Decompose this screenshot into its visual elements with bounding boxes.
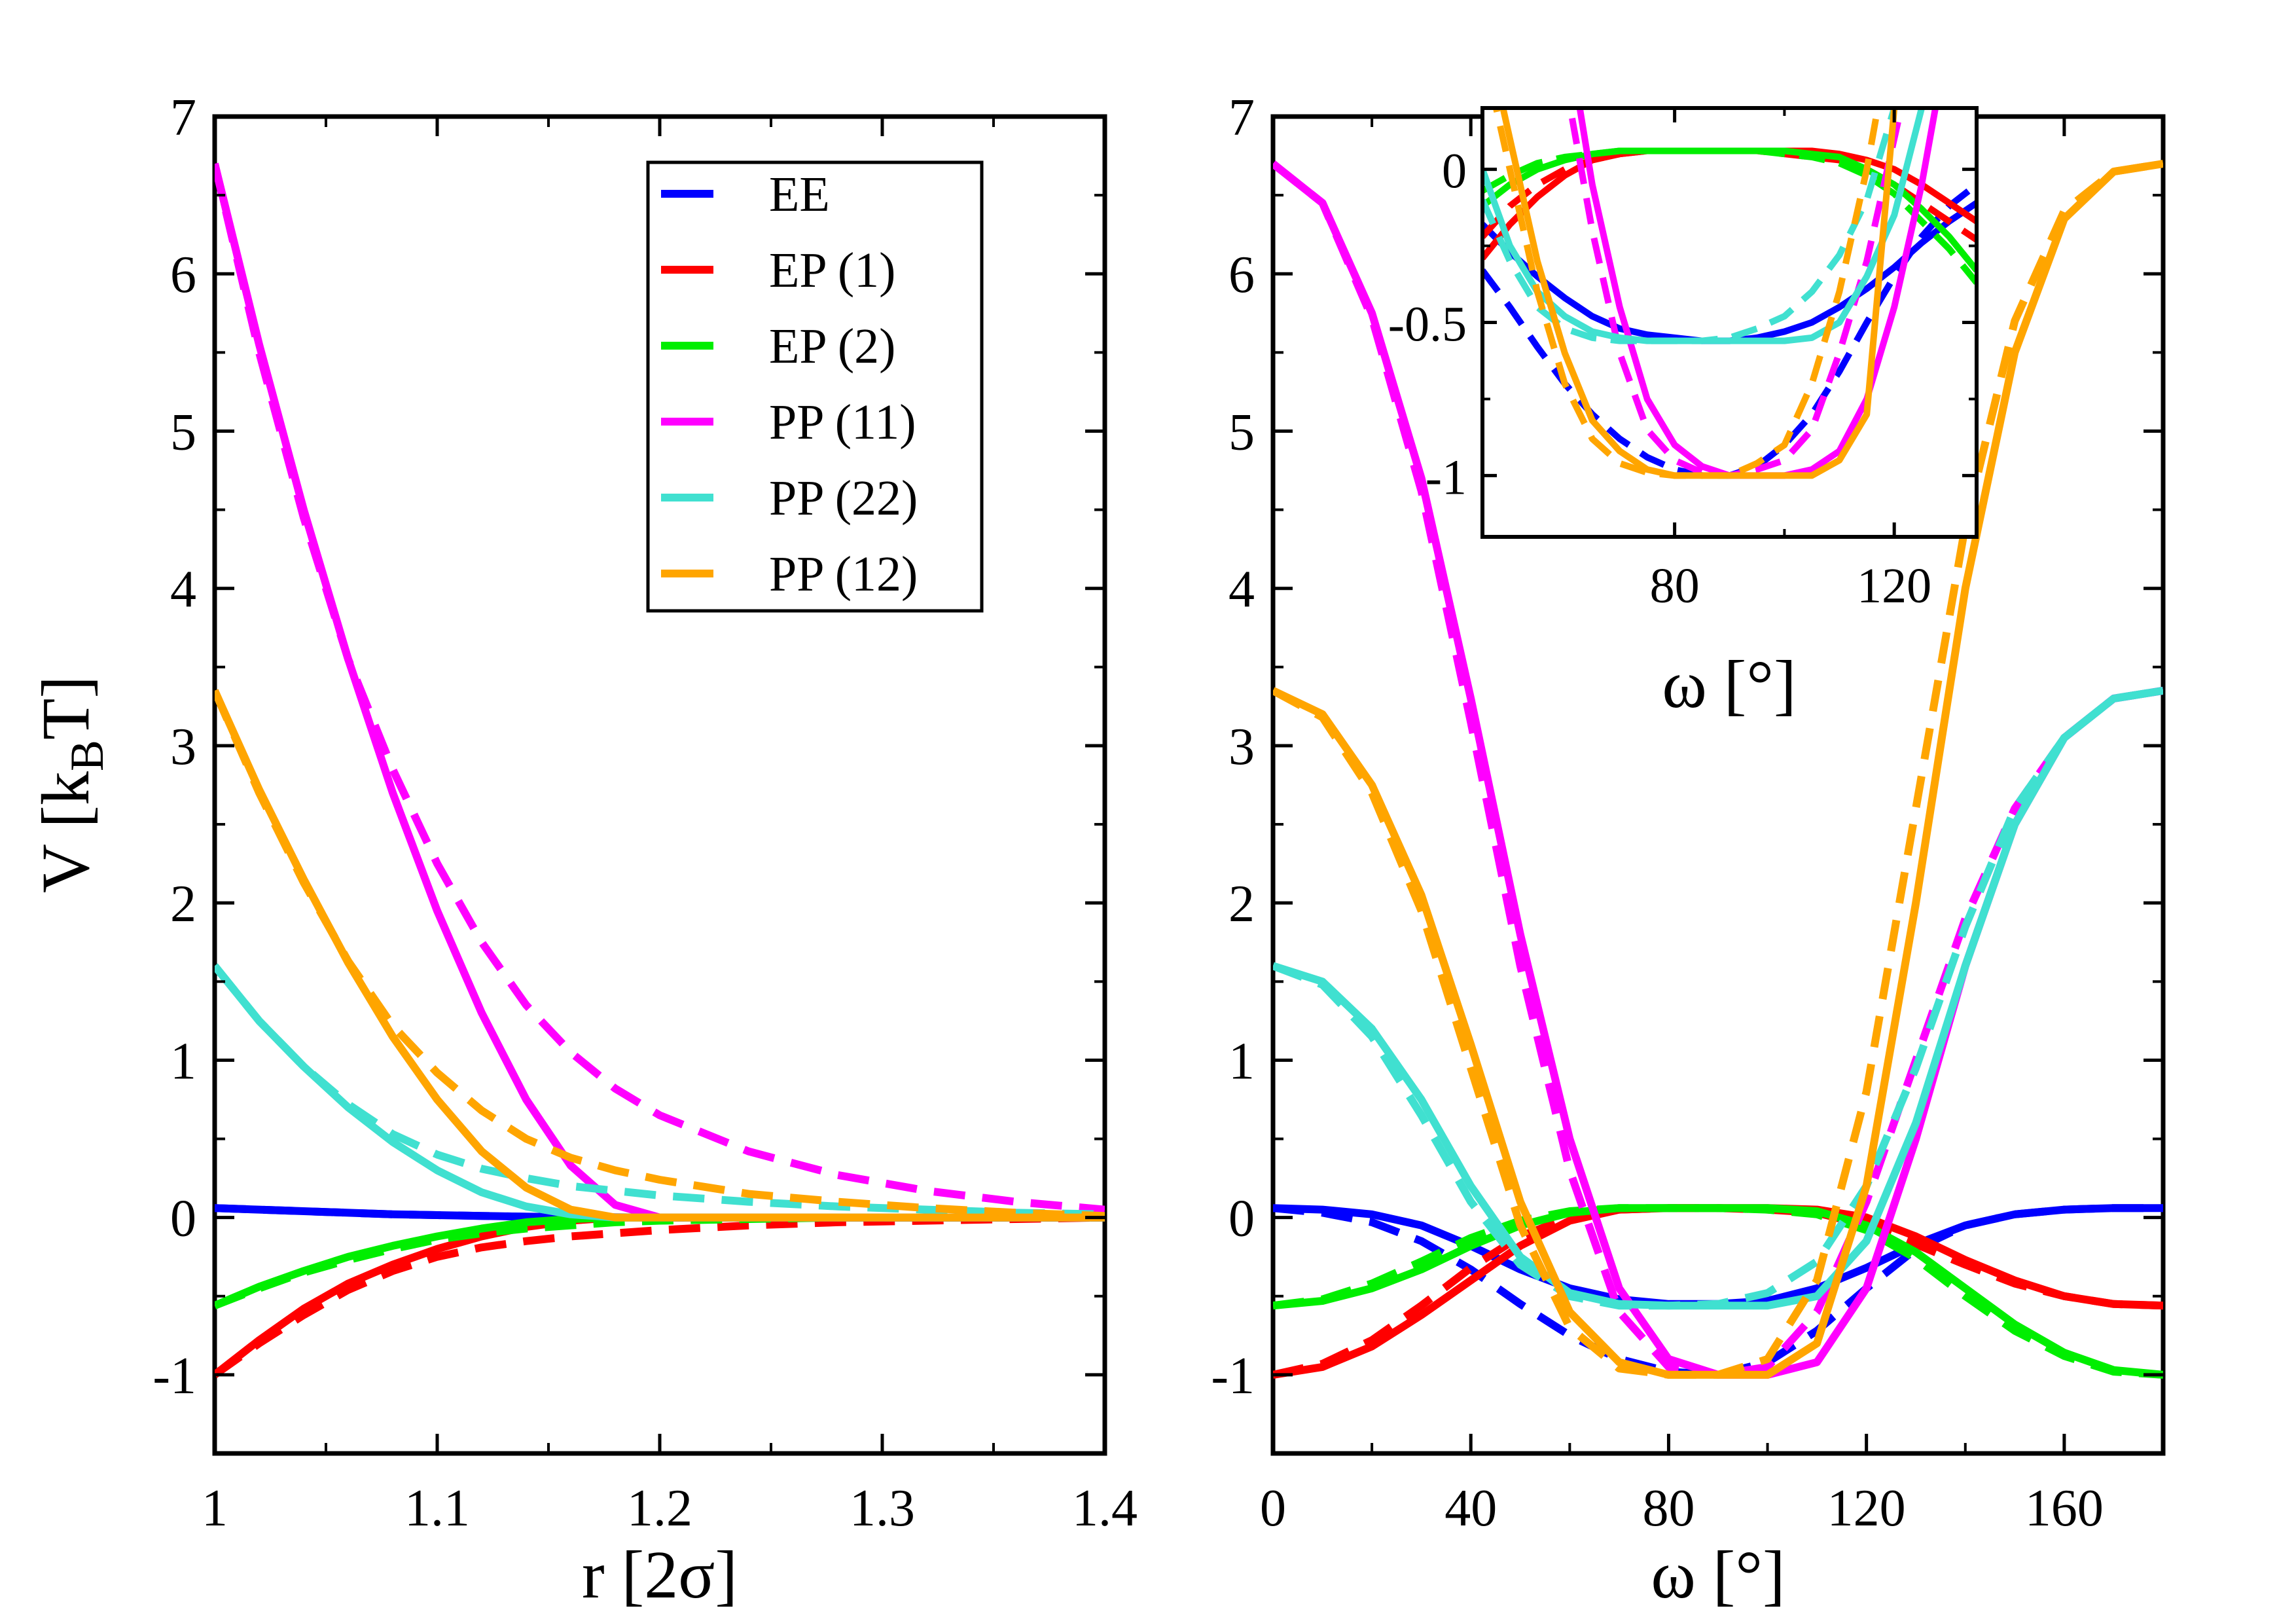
left-series-ep2-dashed <box>215 1213 1105 1309</box>
left-y-tick-label: 2 <box>170 875 196 933</box>
left-x-tick-label: 1.4 <box>1072 1480 1138 1537</box>
left-series-ee-dashed <box>215 1204 1105 1222</box>
right-series-ee-dashed <box>1273 1204 2163 1379</box>
inset-series-pp22-solid <box>1482 108 1926 344</box>
legend-label-pp12: PP (12) <box>769 547 918 602</box>
right-series-pp22-dashed <box>1273 686 2163 1310</box>
right-x-tick-label: 80 <box>1642 1480 1695 1537</box>
right-x-tick-label: 0 <box>1260 1480 1286 1537</box>
right-series-pp12-dashed <box>1273 160 2163 1379</box>
y-axis-title-main: V [k <box>28 771 103 893</box>
left-y-tick-label: 0 <box>170 1190 196 1248</box>
legend-label-ep1: EP (1) <box>769 243 896 298</box>
right-y-tick-label: 7 <box>1229 89 1255 147</box>
right-series-ep2-dashed <box>1273 1204 2163 1379</box>
y-axis-title: V [kBT] <box>28 676 113 893</box>
left-y-tick-label: -1 <box>152 1347 196 1405</box>
left-y-tick-label: 7 <box>170 89 196 147</box>
right-y-tick-label: 5 <box>1229 403 1255 461</box>
y-axis-title-end: T] <box>28 676 103 740</box>
right-y-tick-label: 3 <box>1229 718 1255 776</box>
left-series-ep1-solid <box>215 1213 1105 1378</box>
y-axis-title-sub: B <box>61 740 113 771</box>
inset-x-tick-label: 80 <box>1650 558 1700 613</box>
right-x-tick-label: 40 <box>1444 1480 1497 1537</box>
right-tick-group: 0 40 80 120 160 -1 0 1 2 3 4 5 6 7 <box>1211 89 2163 1537</box>
legend: EE EP (1) EP (2) PP (11) PP (22) PP (12) <box>646 160 984 613</box>
inset-x-tick-label: 120 <box>1857 558 1931 613</box>
left-y-tick-label: 6 <box>170 246 196 304</box>
left-tick-group: 1 1.1 1.2 1.3 1.4 -1 0 1 2 3 4 5 6 7 <box>152 89 1138 1537</box>
inset-series-group <box>1482 108 1977 479</box>
left-x-axis-title: r [2σ] <box>582 1537 738 1613</box>
left-panel: 1 1.1 1.2 1.3 1.4 -1 0 1 2 3 4 5 6 7 EE EP (1) EP (2)… <box>28 89 1138 1613</box>
legend-box <box>646 160 984 613</box>
left-series-pp22-dashed <box>215 963 1105 1218</box>
left-x-tick-label: 1.2 <box>627 1480 692 1537</box>
left-series-group <box>215 162 1105 1378</box>
right-y-tick-label: 0 <box>1229 1190 1255 1248</box>
inset-y-tick-label: -1 <box>1426 450 1467 505</box>
right-y-tick-label: 2 <box>1229 875 1255 933</box>
right-y-tick-label: 6 <box>1229 246 1255 304</box>
inset-panel: 80 120 -1 -0.5 0 ω [°] <box>1388 106 1979 722</box>
inset-y-tick-label: -0.5 <box>1388 297 1467 352</box>
legend-label-ee: EE <box>769 167 830 222</box>
right-x-axis-title: ω [°] <box>1651 1537 1785 1613</box>
left-series-pp11-dashed <box>215 162 1105 1214</box>
right-y-tick-label: -1 <box>1211 1347 1255 1405</box>
right-series-ep1-solid <box>1273 1204 2163 1379</box>
right-x-tick-label: 160 <box>2025 1480 2104 1537</box>
inset-y-tick-label: 0 <box>1442 144 1467 199</box>
right-series-ep2-solid <box>1273 1204 2163 1379</box>
legend-label-pp11: PP (11) <box>769 395 916 450</box>
left-y-tick-label: 4 <box>170 561 196 619</box>
legend-label-ep2: EP (2) <box>769 319 896 374</box>
left-x-tick-label: 1.1 <box>404 1480 470 1537</box>
legend-label-pp22: PP (22) <box>769 471 918 526</box>
left-x-tick-label: 1 <box>202 1480 228 1537</box>
left-series-ep1-dashed <box>215 1213 1105 1378</box>
inset-series-pp12-solid <box>1499 108 1898 479</box>
right-series-group <box>1273 160 2163 1379</box>
right-series-ep1-dashed <box>1273 1204 2163 1379</box>
inset-x-axis-title: ω [°] <box>1662 647 1796 722</box>
inset-series-ep2-dashed <box>1482 147 1977 285</box>
left-y-tick-label: 3 <box>170 718 196 776</box>
inset-series-pp12-dashed <box>1492 108 1882 479</box>
left-x-tick-label: 1.3 <box>850 1480 915 1537</box>
left-y-tick-label: 1 <box>170 1032 196 1090</box>
left-series-pp12-dashed <box>215 689 1105 1220</box>
right-y-tick-label: 1 <box>1229 1032 1255 1090</box>
left-y-tick-label: 5 <box>170 403 196 461</box>
right-series-ee-solid <box>1273 1204 2163 1308</box>
right-x-tick-label: 120 <box>1827 1480 1906 1537</box>
right-y-tick-label: 4 <box>1229 561 1255 619</box>
inset-tick-group: 80 120 -1 -0.5 0 <box>1388 108 1977 613</box>
